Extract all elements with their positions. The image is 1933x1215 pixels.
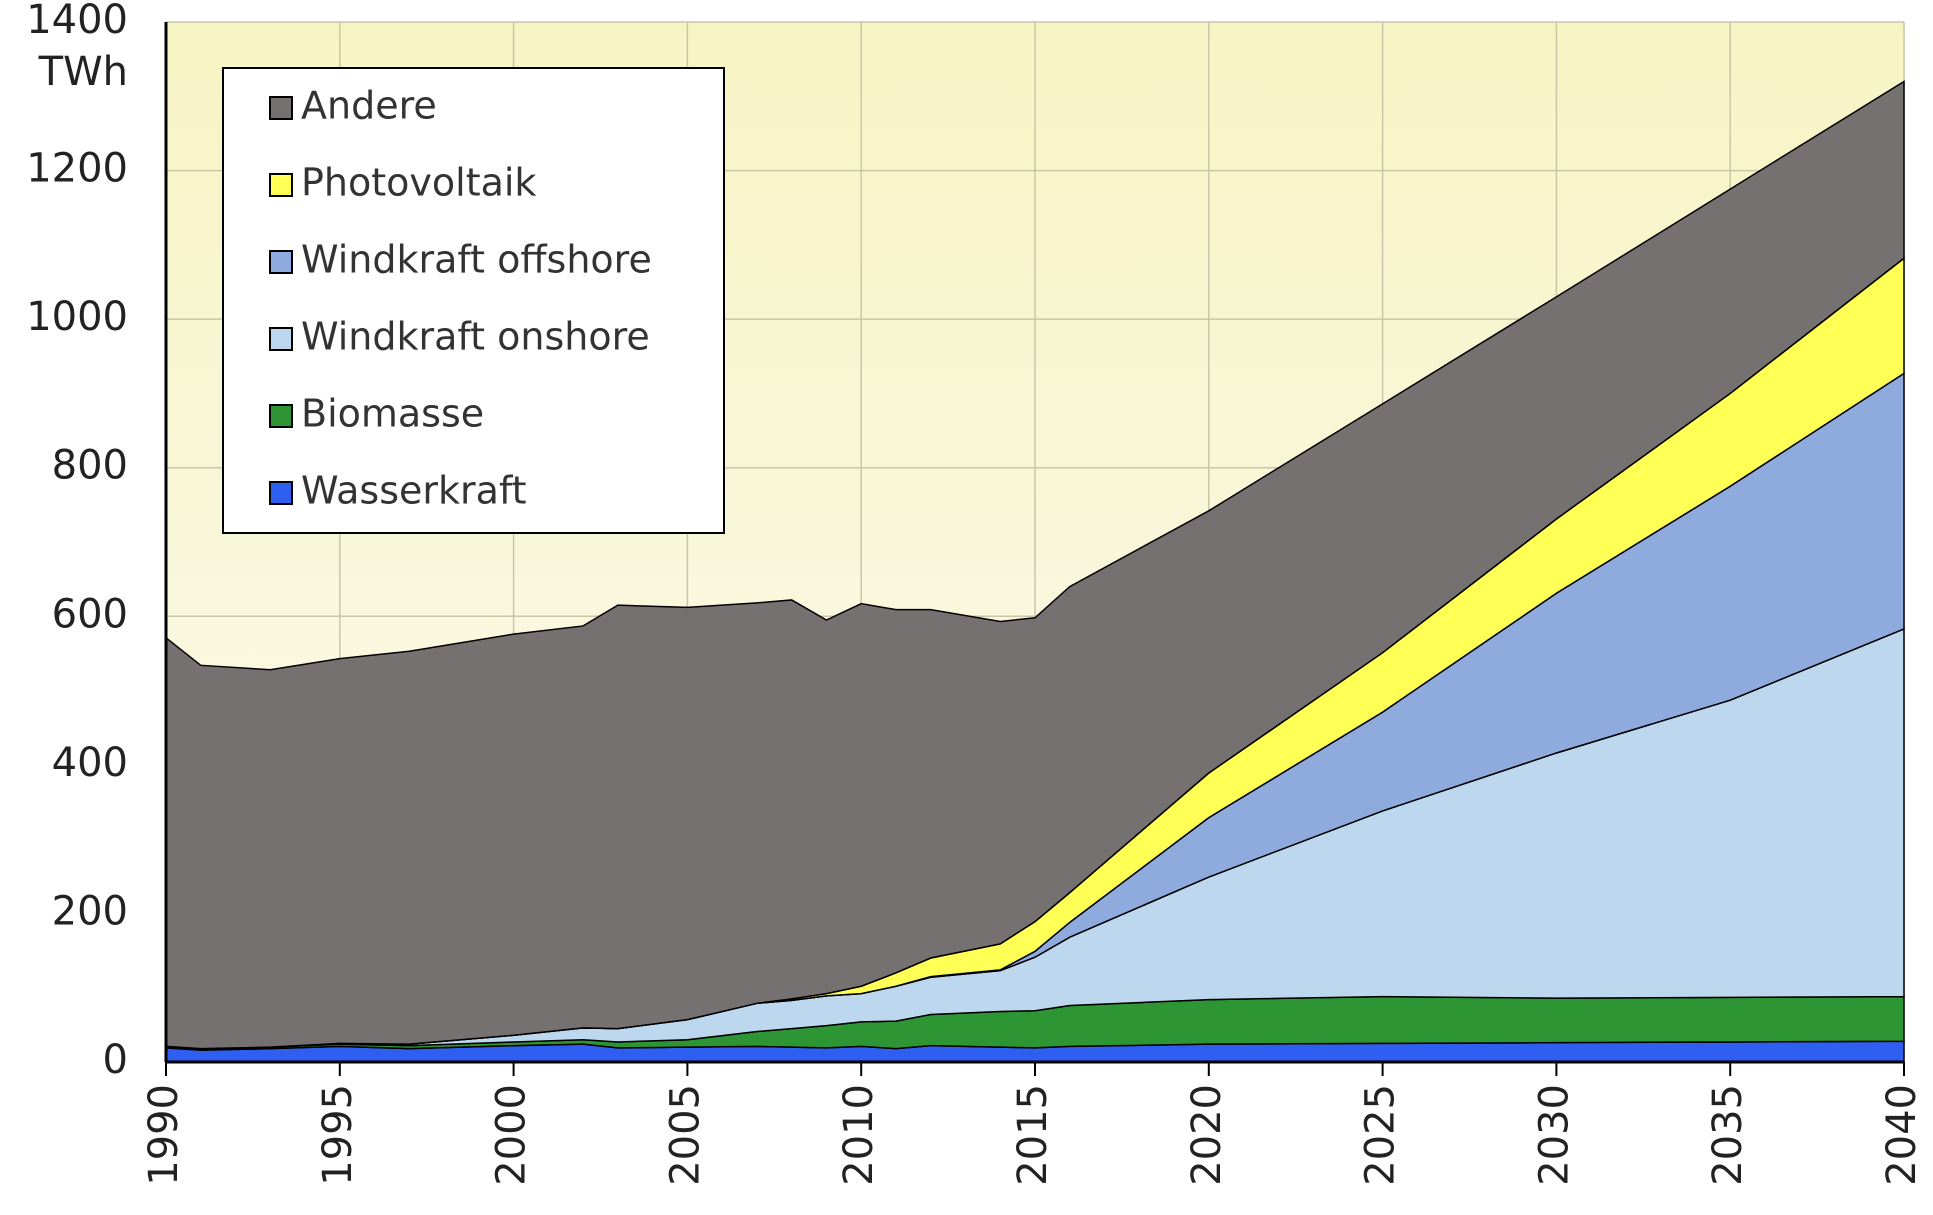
x-tick-label: 1995 (315, 1084, 361, 1186)
y-axis-label: TWh (38, 49, 128, 95)
x-tick-label: 2035 (1705, 1084, 1751, 1186)
x-tick-label: 2010 (836, 1084, 882, 1186)
x-tick-label: 2000 (489, 1084, 535, 1186)
x-tick-label: 2020 (1184, 1084, 1230, 1186)
legend (222, 67, 725, 534)
area (165, 80, 1905, 1050)
y-tick-label: 200 (52, 888, 128, 934)
y-tick-label: 0 (103, 1037, 128, 1083)
y-tick-label: 1400 (26, 0, 128, 43)
y-tick-label: 600 (52, 591, 128, 637)
legend-swatch (269, 481, 293, 505)
legend-swatch (269, 96, 293, 120)
y-tick-label: 1200 (26, 146, 128, 192)
x-tick-label: 1990 (141, 1084, 187, 1186)
legend-label: Windkraft onshore (301, 315, 650, 359)
y-tick-label: 800 (52, 443, 128, 489)
legend-label: Windkraft offshore (301, 238, 652, 282)
legend-swatch (269, 250, 293, 274)
legend-label: Wasserkraft (301, 469, 527, 513)
y-tick-label: 1000 (26, 294, 128, 340)
legend-label: Biomasse (301, 392, 484, 436)
x-tick-label: 2030 (1531, 1084, 1577, 1186)
legend-swatch (269, 404, 293, 428)
x-tick-label: 2005 (662, 1084, 708, 1186)
x-tick-label: 2015 (1010, 1084, 1056, 1186)
legend-swatch (269, 173, 293, 197)
x-tick-label: 2040 (1879, 1084, 1925, 1186)
legend-label: Andere (301, 84, 437, 128)
legend-label: Photovoltaik (301, 161, 536, 205)
x-tick-label: 2025 (1358, 1084, 1404, 1186)
y-tick-label: 400 (52, 740, 128, 786)
legend-swatch (269, 327, 293, 351)
